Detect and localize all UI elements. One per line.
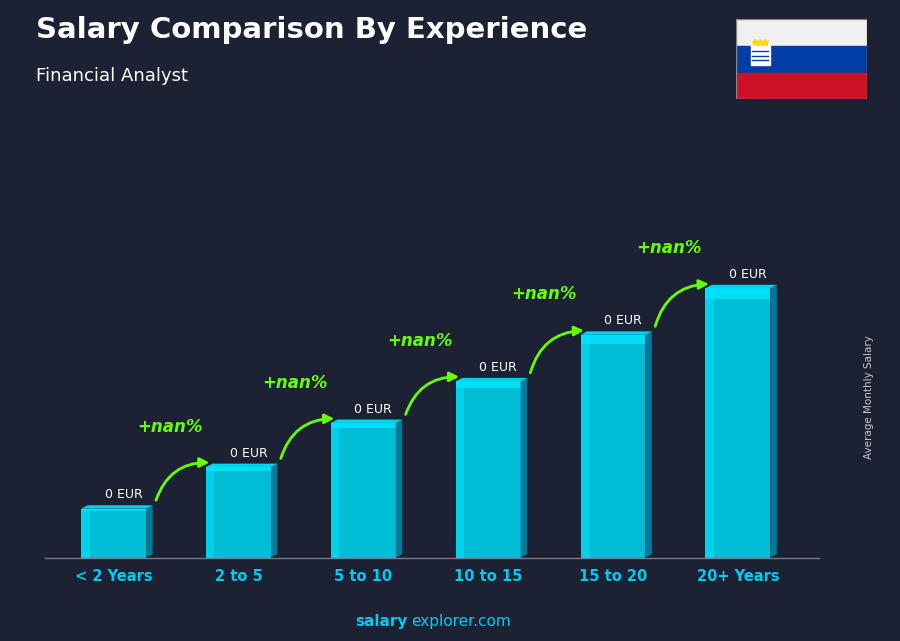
Text: 0 EUR: 0 EUR bbox=[230, 447, 267, 460]
Text: 0 EUR: 0 EUR bbox=[104, 488, 142, 501]
Bar bbox=[455, 381, 520, 388]
Polygon shape bbox=[396, 420, 402, 558]
Text: +nan%: +nan% bbox=[511, 285, 577, 303]
Text: 0 EUR: 0 EUR bbox=[604, 315, 642, 328]
Polygon shape bbox=[81, 505, 153, 509]
Polygon shape bbox=[206, 463, 277, 467]
Polygon shape bbox=[706, 285, 777, 288]
Bar bbox=[751, 44, 770, 65]
Bar bbox=[331, 423, 339, 558]
Text: +nan%: +nan% bbox=[636, 239, 702, 257]
Bar bbox=[706, 288, 770, 299]
Bar bbox=[331, 423, 396, 428]
Polygon shape bbox=[271, 463, 277, 558]
Bar bbox=[580, 335, 589, 558]
Bar bbox=[81, 509, 90, 558]
Bar bbox=[580, 335, 645, 344]
Text: +nan%: +nan% bbox=[262, 374, 328, 392]
Bar bbox=[736, 72, 867, 99]
Text: Average Monthly Salary: Average Monthly Salary bbox=[863, 335, 874, 460]
Bar bbox=[706, 288, 770, 558]
Bar bbox=[206, 467, 271, 470]
Text: +nan%: +nan% bbox=[137, 418, 202, 436]
Bar bbox=[81, 509, 146, 558]
Bar bbox=[706, 288, 714, 558]
Text: 0 EUR: 0 EUR bbox=[355, 403, 392, 415]
Bar bbox=[81, 509, 146, 511]
Text: 0 EUR: 0 EUR bbox=[729, 268, 767, 281]
Bar bbox=[736, 46, 867, 72]
Bar bbox=[736, 19, 867, 46]
Polygon shape bbox=[520, 378, 527, 558]
Bar bbox=[455, 381, 520, 558]
Bar bbox=[206, 467, 271, 558]
Bar bbox=[331, 423, 396, 558]
Polygon shape bbox=[770, 285, 777, 558]
Polygon shape bbox=[580, 331, 652, 335]
Polygon shape bbox=[455, 378, 527, 381]
Text: 0 EUR: 0 EUR bbox=[480, 361, 517, 374]
Text: +nan%: +nan% bbox=[387, 332, 453, 350]
Polygon shape bbox=[331, 420, 402, 423]
Polygon shape bbox=[146, 505, 153, 558]
Text: explorer.com: explorer.com bbox=[411, 615, 511, 629]
Text: Financial Analyst: Financial Analyst bbox=[36, 67, 188, 85]
Bar bbox=[206, 467, 214, 558]
Bar bbox=[580, 335, 645, 558]
Text: Salary Comparison By Experience: Salary Comparison By Experience bbox=[36, 16, 587, 44]
Bar bbox=[455, 381, 464, 558]
Polygon shape bbox=[645, 331, 652, 558]
Text: salary: salary bbox=[356, 615, 408, 629]
